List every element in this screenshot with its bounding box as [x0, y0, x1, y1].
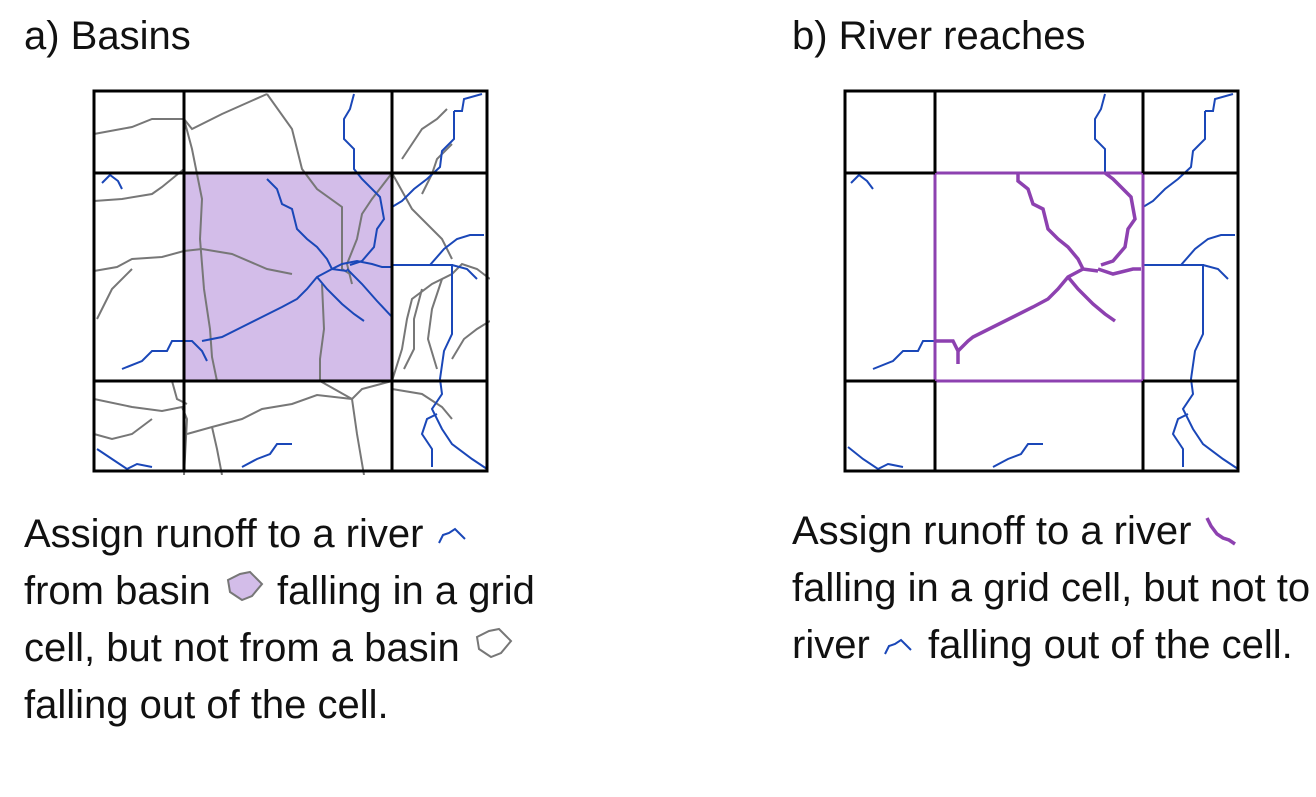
grid-lines: [843, 89, 1240, 473]
basin-inside-icon: [226, 570, 264, 602]
river-reaches-map: [843, 89, 1240, 473]
panel-a-title: a) Basins: [24, 14, 191, 58]
basins-map: [92, 89, 490, 475]
caption-a-part1: Assign runoff to a river: [24, 512, 424, 556]
center-cell-basin-fill: [184, 173, 392, 381]
panel-a-caption: Assign runoff to a river from basin fall…: [24, 506, 584, 734]
river-icon: [884, 638, 912, 655]
selected-river-icon: [1205, 517, 1236, 546]
basin-outside-icon: [475, 627, 513, 659]
caption-b-part1: Assign runoff to a river: [792, 509, 1192, 553]
caption-a-part4: falling out of the cell.: [24, 683, 389, 727]
rivers: [847, 93, 1239, 471]
caption-a-part3: falling in a grid cell, but not from a b…: [24, 569, 535, 670]
rivers: [96, 93, 488, 471]
caption-b-part2: falling in a grid cell, but not to river: [792, 566, 1311, 667]
panel-b-title: b) River reaches: [792, 14, 1086, 58]
panel-b-caption: Assign runoff to a river falling in a gr…: [792, 503, 1312, 674]
caption-b-part3: falling out of the cell.: [928, 623, 1293, 667]
river-icon: [437, 527, 466, 544]
selected-river-reaches: [935, 171, 1141, 364]
caption-a-part2: from basin: [24, 569, 211, 613]
selected-cell-outline: [933, 171, 1145, 383]
grid-lines: [92, 89, 489, 473]
